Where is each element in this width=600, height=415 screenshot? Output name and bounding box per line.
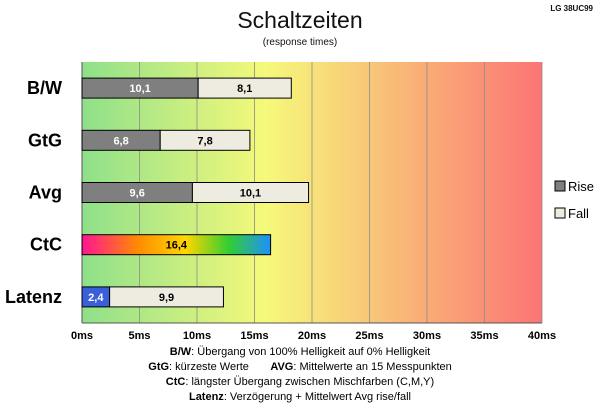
legend-label-rise: Rise [568, 179, 594, 194]
data-label-rise: 6,8 [113, 135, 128, 147]
x-tick-label: 5ms [128, 330, 150, 342]
data-label-fall: 7,8 [197, 135, 212, 147]
chart-subtitle: (response times) [263, 37, 337, 48]
bars: 10,1 8,1 6,8 7,8 9,6 10,1 16,4 2,4 9,9 [81, 77, 310, 308]
category-label: Latenz [5, 287, 62, 307]
note-line: B/W: Übergang von 100% Helligkeit auf 0%… [0, 345, 600, 360]
category-labels: B/W GtG Avg CtC Latenz [5, 78, 62, 307]
x-tick-label: 30ms [413, 330, 441, 342]
monitor-model-label: LG 38UC99 [550, 4, 593, 13]
x-tick-label: 20ms [298, 330, 326, 342]
x-tick-label: 15ms [240, 330, 268, 342]
note-line: CtC: längster Übergang zwischen Mischfar… [0, 375, 600, 390]
data-label-rise: 2,4 [88, 292, 104, 304]
note-text: : Übergang von 100% Helligkeit auf 0% He… [191, 346, 431, 358]
x-tick-label: 0ms [71, 330, 93, 342]
data-label-fall: 8,1 [237, 83, 252, 95]
chart-title: Schaltzeiten [237, 7, 362, 33]
bar-fall [109, 286, 224, 308]
note-text: : Verzögerung + Mittelwert Avg rise/fall [223, 391, 412, 403]
note-text: : längster Übergang zwischen Mischfarben… [185, 376, 435, 388]
bar-fall [191, 182, 310, 203]
legend-swatch-fall [554, 207, 566, 219]
category-label: CtC [30, 235, 62, 255]
bar-fall [197, 77, 292, 99]
note-line: GtG: kürzeste Werte AVG: Mittelwerte an … [0, 360, 600, 375]
note-term: B/W [169, 346, 192, 358]
note-text: : kürzeste Werte [169, 361, 249, 373]
data-label-rise: 9,6 [130, 188, 145, 200]
note-term: CtC [165, 376, 186, 388]
category-label: Avg [29, 183, 62, 203]
data-label-fall: 9,9 [159, 292, 174, 304]
legend-swatch-rise [554, 180, 566, 192]
note-text: : Mittelwerte an 15 Messpunkten [293, 361, 452, 373]
data-label-fall: 10,1 [240, 188, 261, 200]
x-tick-label: 25ms [355, 330, 383, 342]
x-tick-label: 35ms [470, 330, 498, 342]
bar-fall [159, 129, 251, 151]
legend: Rise Fall [554, 179, 594, 221]
x-tick-label: 10ms [183, 330, 211, 342]
note-term: AVG [270, 361, 294, 373]
note-line: Latenz: Verzögerung + Mittelwert Avg ris… [0, 390, 600, 405]
gridlines [139, 62, 543, 323]
data-label-rise: 16,4 [166, 240, 188, 252]
bar-rise [81, 234, 272, 256]
category-label: B/W [27, 78, 62, 98]
legend-label-fall: Fall [568, 206, 589, 221]
x-axis-ticks: 0ms 5ms 10ms 15ms 20ms 25ms 30ms 35ms 40ms [71, 330, 556, 342]
category-label: GtG [28, 130, 62, 150]
note-term: Latenz [188, 391, 224, 403]
data-label-rise: 10,1 [129, 83, 150, 95]
note-term: GtG [148, 361, 170, 373]
legend-notes: B/W: Übergang von 100% Helligkeit auf 0%… [0, 345, 600, 405]
x-tick-label: 40ms [528, 330, 556, 342]
